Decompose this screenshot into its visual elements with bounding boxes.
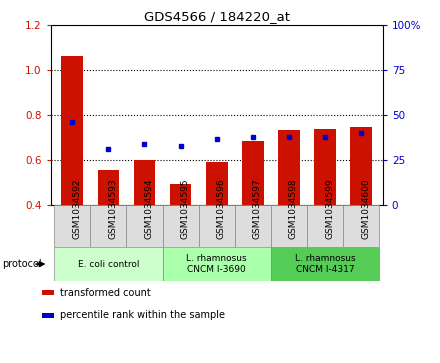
Text: L. rhamnosus
CNCM I-4317: L. rhamnosus CNCM I-4317 [295, 254, 356, 274]
Text: GSM1034593: GSM1034593 [108, 178, 117, 239]
Text: GSM1034592: GSM1034592 [72, 178, 81, 239]
Text: GSM1034595: GSM1034595 [180, 178, 190, 239]
Bar [314, 129, 336, 205]
Title: GDS4566 / 184220_at: GDS4566 / 184220_at [144, 10, 290, 23]
Bar [126, 205, 162, 247]
Bar [62, 56, 83, 205]
Bar [42, 290, 54, 295]
Bar [162, 205, 198, 247]
Bar [242, 141, 264, 205]
Text: protocol: protocol [2, 259, 42, 269]
Bar [98, 170, 119, 205]
Text: E. coli control: E. coli control [77, 260, 139, 269]
Bar [134, 160, 155, 205]
Bar [198, 205, 235, 247]
Bar [343, 205, 379, 247]
Bar [350, 127, 372, 205]
Bar [90, 205, 126, 247]
Text: GSM1034598: GSM1034598 [289, 178, 298, 239]
Text: GSM1034594: GSM1034594 [144, 178, 154, 239]
Text: transformed count: transformed count [59, 288, 150, 298]
Text: L. rhamnosus
CNCM I-3690: L. rhamnosus CNCM I-3690 [187, 254, 247, 274]
Bar [235, 205, 271, 247]
Text: GSM1034600: GSM1034600 [361, 178, 370, 239]
Bar [278, 130, 300, 205]
Text: GSM1034596: GSM1034596 [217, 178, 226, 239]
Bar [162, 247, 271, 281]
Text: GSM1034597: GSM1034597 [253, 178, 262, 239]
Bar [170, 184, 191, 205]
Bar [54, 205, 90, 247]
Text: GSM1034599: GSM1034599 [325, 178, 334, 239]
Bar [54, 247, 162, 281]
Bar [307, 205, 343, 247]
Bar [42, 313, 54, 318]
Text: percentile rank within the sample: percentile rank within the sample [59, 310, 224, 321]
Bar [271, 205, 307, 247]
Bar [271, 247, 379, 281]
Bar [206, 162, 227, 205]
